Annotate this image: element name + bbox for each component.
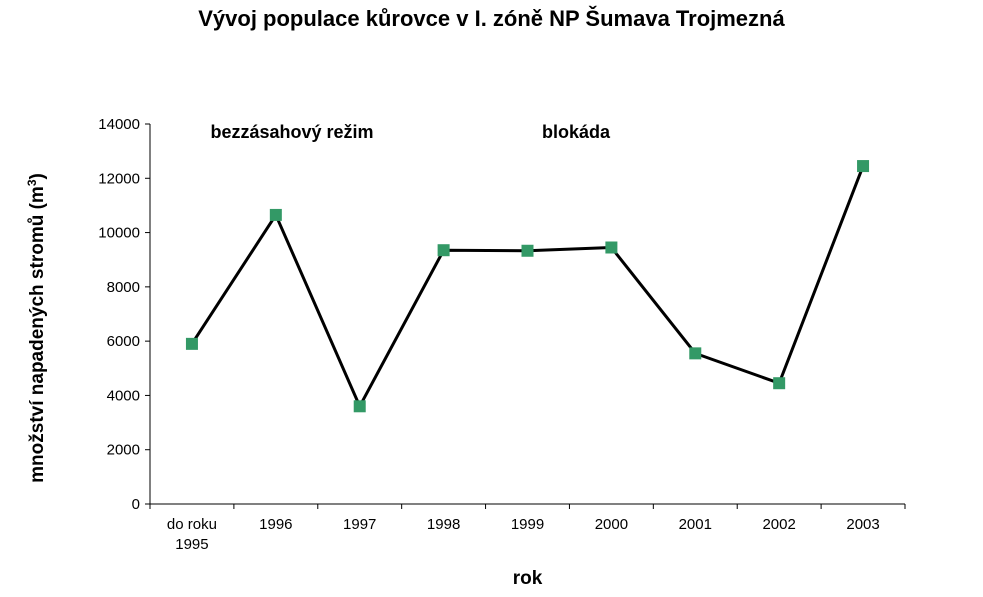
x-tick-label: 2001 xyxy=(679,516,712,533)
x-tick-label-line: 1999 xyxy=(511,516,544,533)
data-point-marker xyxy=(521,244,534,257)
x-tick-label: 2003 xyxy=(846,516,879,533)
x-tick-label-line: 2002 xyxy=(762,516,795,533)
x-tick-label: 1998 xyxy=(427,516,460,533)
y-tick-label: 8000 xyxy=(107,279,140,296)
y-tick-label: 2000 xyxy=(107,442,140,459)
data-point-marker xyxy=(269,208,282,221)
y-tick-label: 14000 xyxy=(98,116,140,133)
y-tick-label: 4000 xyxy=(107,387,140,404)
x-axis-title: rok xyxy=(513,568,543,589)
x-tick-label-line: 1995 xyxy=(175,536,208,553)
data-point-marker xyxy=(689,347,702,360)
annotation-label: blokáda xyxy=(542,122,611,142)
y-tick-label: 6000 xyxy=(107,333,140,350)
data-point-marker xyxy=(605,241,618,254)
x-tick-label: 2002 xyxy=(762,516,795,533)
chart-title: Vývoj populace kůrovce v I. zóně NP Šuma… xyxy=(198,6,785,31)
data-point-marker xyxy=(185,337,198,350)
data-point-marker xyxy=(857,160,870,173)
x-tick-label-line: do roku xyxy=(167,516,217,533)
x-tick-label-line: 1996 xyxy=(259,516,292,533)
y-axis-title-superscript: 3 xyxy=(25,179,39,186)
x-tick-label: do roku 1995 xyxy=(167,516,217,553)
x-tick-label-line: 2003 xyxy=(846,516,879,533)
y-axis-title-text: množství napadených stromů (m xyxy=(27,186,48,483)
data-point-marker xyxy=(437,244,450,257)
x-tick-label-line: 1997 xyxy=(343,516,376,533)
x-tick-label: 1996 xyxy=(259,516,292,533)
series-line xyxy=(190,165,865,408)
y-tick-label: 0 xyxy=(132,496,140,513)
annotation-label: bezzásahový režim xyxy=(210,122,373,142)
x-tick-label-line: 1998 xyxy=(427,516,460,533)
x-tick-label-line: 2000 xyxy=(595,516,628,533)
data-point-marker xyxy=(353,400,366,413)
y-axis-title: množství napadených stromů (m3) xyxy=(25,173,48,483)
x-tick-label: 2000 xyxy=(595,516,628,533)
y-tick-label: 10000 xyxy=(98,225,140,242)
x-tick-label-line: 2001 xyxy=(679,516,712,533)
x-tick-label: 1999 xyxy=(511,516,544,533)
x-tick-label: 1997 xyxy=(343,516,376,533)
y-tick-label: 12000 xyxy=(98,170,140,187)
y-axis-title-close: ) xyxy=(27,173,48,179)
data-point-marker xyxy=(773,377,786,390)
